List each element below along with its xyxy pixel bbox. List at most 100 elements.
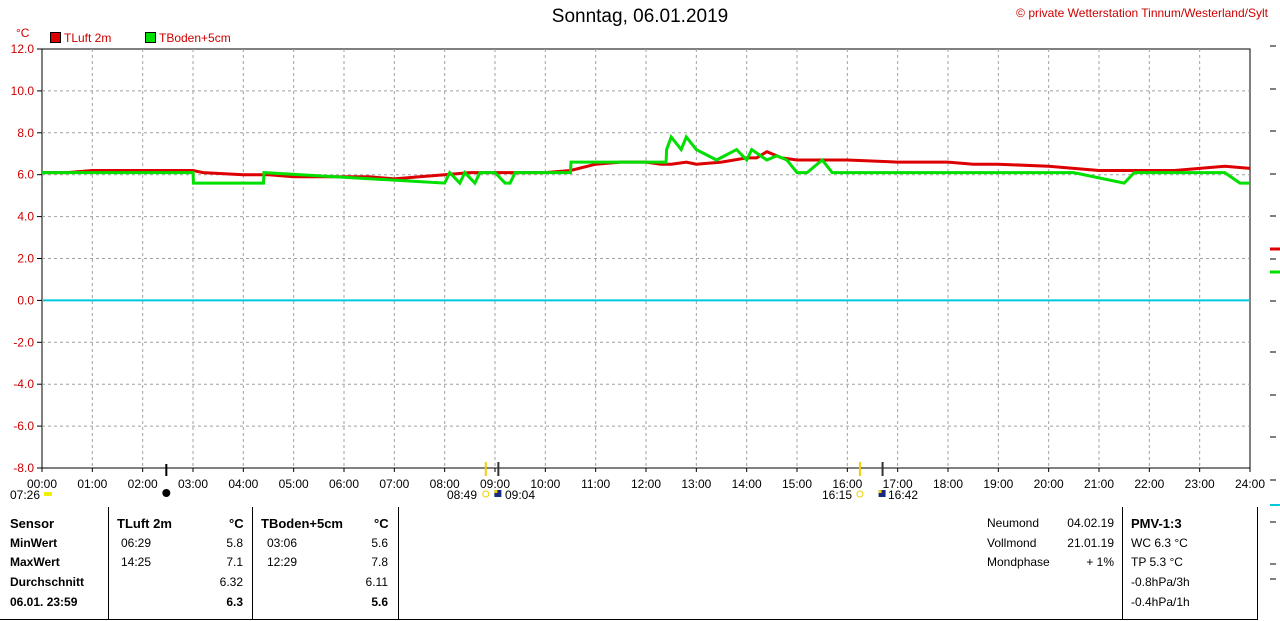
stats-tluft-value: 5.8 xyxy=(226,536,243,550)
stats-header-tboden-unit: °C xyxy=(374,516,389,531)
stats-tluft-value: 6.32 xyxy=(219,575,243,589)
stats-row-label: Durchschnitt xyxy=(10,575,85,589)
moon-label: Mondphase xyxy=(987,555,1050,569)
stats-header-sensor: Sensor xyxy=(10,516,55,531)
moon-label: Vollmond xyxy=(987,536,1037,550)
stats-header-tluft: TLuft 2m xyxy=(117,516,172,531)
moon-value: 21.01.19 xyxy=(1067,536,1114,550)
table-bottom-rule xyxy=(0,619,1258,620)
x-axis-ticks: 00:00 01:00 02:00 03:00 04:00 05:00 06:00 07:00… xyxy=(27,468,1265,491)
stats-tboden-value: 7.8 xyxy=(371,555,388,569)
sun-dot-icon xyxy=(44,492,52,496)
table-divider xyxy=(398,507,399,619)
x-tick-label: 09:00 xyxy=(480,477,510,491)
table-divider xyxy=(1257,507,1258,619)
y-tick-label: -8.0 xyxy=(13,461,34,475)
legend-swatch-tboden xyxy=(145,32,156,43)
legend-label-tboden: TBoden+5cm xyxy=(159,31,231,45)
moon-icon xyxy=(494,490,502,497)
stats-header-tboden: TBoden+5cm xyxy=(261,516,343,531)
stats-row-label: 06.01. 23:59 xyxy=(10,595,78,609)
copyright-text: © private Wetterstation Tinnum/Westerlan… xyxy=(1016,6,1268,20)
x-tick-label: 22:00 xyxy=(1134,477,1164,491)
legend-swatch-tluft xyxy=(50,32,61,43)
x-tick-label: 19:00 xyxy=(983,477,1013,491)
y-tick-label: 0.0 xyxy=(17,293,34,307)
legend-tboden: TBoden+5cm xyxy=(145,31,231,45)
table-divider xyxy=(1122,507,1123,619)
x-tick-label: 05:00 xyxy=(279,477,309,491)
pmv-line: -0.4hPa/1h xyxy=(1131,595,1190,609)
x-tick-label: 04:00 xyxy=(228,477,258,491)
x-tick-label: 14:00 xyxy=(732,477,762,491)
x-tick-label: 12:00 xyxy=(631,477,661,491)
stats-tluft-value: 6.3 xyxy=(226,595,243,609)
x-tick-label: 18:00 xyxy=(933,477,963,491)
moon-value: + 1% xyxy=(1086,555,1114,569)
y-tick-label: -6.0 xyxy=(13,419,34,433)
new-moon-icon xyxy=(162,489,171,497)
moon-icon-highlight xyxy=(878,490,882,493)
sun-moon-markers xyxy=(44,45,1280,580)
series-lines xyxy=(42,133,1251,302)
y-tick-label: 12.0 xyxy=(11,42,35,56)
sun-icon xyxy=(482,490,490,498)
stats-header-tluft-unit: °C xyxy=(229,516,244,531)
x-tick-label: 06:00 xyxy=(329,477,359,491)
moon-label: Neumond xyxy=(987,516,1040,530)
pmv-line: -0.8hPa/3h xyxy=(1131,575,1190,589)
legend-tluft: TLuft 2m xyxy=(50,31,111,45)
stats-tboden-value: 5.6 xyxy=(371,536,388,550)
y-tick-label: 2.0 xyxy=(17,252,34,266)
stats-tboden-time: 03:06 xyxy=(267,536,298,550)
pmv-line: TP 5.3 °C xyxy=(1131,555,1183,569)
stats-tboden-time: 12:29 xyxy=(267,555,298,569)
table-divider xyxy=(252,507,253,619)
y-tick-label: 4.0 xyxy=(17,210,34,224)
pmv-title: PMV-1:3 xyxy=(1131,516,1182,531)
x-tick-label: 11:00 xyxy=(581,477,610,491)
x-tick-label: 23:00 xyxy=(1185,477,1215,491)
y-axis-ticks: 12.0 10.0 8.0 6.0 4.0 2.0 0.0 -2.0 -4.0 -6.0 -8.0 xyxy=(11,42,42,475)
x-tick-label: 00:00 xyxy=(27,477,57,491)
x-tick-label: 21:00 xyxy=(1084,477,1114,491)
moon-icon-highlight xyxy=(494,490,498,493)
x-tick-label: 07:00 xyxy=(379,477,409,491)
x-tick-label: 03:00 xyxy=(178,477,208,491)
x-tick-label: 02:00 xyxy=(128,477,158,491)
x-tick-label: 10:00 xyxy=(530,477,560,491)
stats-tluft-time: 14:25 xyxy=(121,555,152,569)
y-tick-label: -4.0 xyxy=(13,377,34,391)
pmv-line: WC 6.3 °C xyxy=(1131,536,1188,550)
x-tick-label: 01:00 xyxy=(77,477,107,491)
chart-title: Sonntag, 06.01.2019 xyxy=(551,6,729,27)
stats-tboden-value: 5.6 xyxy=(371,595,388,609)
y-axis-unit: °C xyxy=(16,26,30,40)
stats-tboden-value: 6.11 xyxy=(365,575,388,589)
sun-icon xyxy=(856,490,864,498)
table-divider xyxy=(108,507,109,619)
chart-grid xyxy=(41,48,1251,469)
sunset-time-label: 16:15 xyxy=(822,488,853,502)
legend-label-tluft: TLuft 2m xyxy=(64,31,112,45)
stats-row-label: MinWert xyxy=(10,536,58,550)
x-tick-label: 17:00 xyxy=(883,477,913,491)
x-tick-label: 13:00 xyxy=(681,477,711,491)
stats-row-label: MaxWert xyxy=(10,555,60,569)
moon-icon xyxy=(878,490,886,497)
series-line-tboden xyxy=(42,133,1250,186)
x-tick-label: 24:00 xyxy=(1235,477,1265,491)
x-tick-label: 15:00 xyxy=(782,477,812,491)
y-tick-label: 6.0 xyxy=(17,168,34,182)
x-tick-label: 16:00 xyxy=(832,477,862,491)
sunrise2-time-label: 09:04 xyxy=(505,488,536,502)
sunrise-time-label: 08:49 xyxy=(447,488,478,502)
y-tick-label: 8.0 xyxy=(17,126,34,140)
left-time-label: 07:26 xyxy=(10,488,41,502)
y-tick-label: -2.0 xyxy=(13,335,34,349)
moon-value: 04.02.19 xyxy=(1067,516,1114,530)
x-tick-label: 20:00 xyxy=(1034,477,1064,491)
x-tick-label: 08:00 xyxy=(430,477,460,491)
y-tick-label: 10.0 xyxy=(11,84,35,98)
